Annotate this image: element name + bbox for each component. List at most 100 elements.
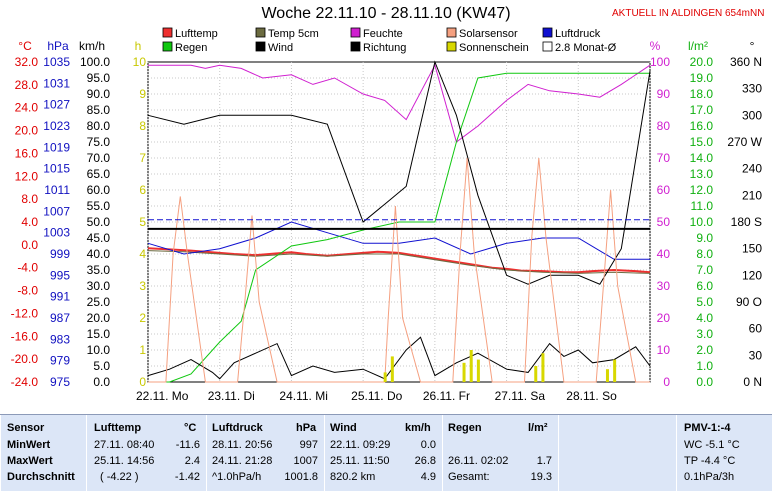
series-line-wind — [147, 336, 651, 380]
pmv-header: PMV-1:-4 — [684, 422, 731, 434]
axis-tick-humidity_pct: 40 — [657, 247, 671, 261]
legend-swatch — [255, 27, 266, 38]
axis-tick-temp_c: 28.0 — [15, 78, 39, 92]
luftdruck-min-value: 997 — [299, 439, 318, 451]
x-tick-label: 28.11. So — [566, 389, 617, 403]
axis-tick-pressure_hpa: 987 — [50, 311, 70, 325]
axis-tick-pressure_hpa: 991 — [50, 290, 70, 304]
axis-tick-temp_c: -20.0 — [11, 352, 39, 366]
regen-header: Regen — [448, 422, 482, 434]
lufttemp-avg-note: ( -4.22 ) — [100, 471, 139, 483]
axis-tick-wind_kmh: 55.0 — [87, 199, 111, 213]
axis-tick-direction_deg: 90 O — [736, 295, 762, 309]
axis-tick-wind_kmh: 75.0 — [87, 135, 111, 149]
legend-swatch — [255, 41, 266, 52]
axis-tick-pressure_hpa: 1035 — [43, 55, 70, 69]
axis-tick-temp_c: 16.0 — [15, 146, 39, 160]
x-tick-label: 22.11. Mo — [136, 389, 189, 403]
weather-chart: 32.028.024.020.016.012.08.04.00.0-4.0-8.… — [11, 27, 763, 403]
luftdruck-max-value: 1007 — [293, 455, 318, 467]
axis-tick-rain_lm2: 12.0 — [690, 183, 714, 197]
luftdruck-min-time: 28.11. 20:56 — [212, 439, 273, 451]
axis-tick-temp_c: -12.0 — [11, 306, 39, 320]
legend-swatch — [542, 27, 553, 38]
axis-tick-pressure_hpa: 1007 — [43, 204, 70, 218]
axis-tick-wind_kmh: 25.0 — [87, 295, 111, 309]
axis-tick-wind_kmh: 60.0 — [87, 183, 111, 197]
axis-tick-rain_lm2: 18.0 — [690, 87, 714, 101]
luftdruck-avg-value: 1001.8 — [284, 471, 318, 483]
axis-tick-temp_c: 12.0 — [15, 169, 39, 183]
x-tick-label: 24.11. Mi — [279, 389, 327, 403]
axis-tick-pressure_hpa: 979 — [50, 354, 70, 368]
axis-tick-wind_kmh: 5.0 — [93, 359, 110, 373]
axis-tick-temp_c: 8.0 — [21, 192, 38, 206]
axis-tick-wind_kmh: 85.0 — [87, 103, 111, 117]
axis-unit-humidity_pct: % — [650, 39, 661, 53]
axis-tick-pressure_hpa: 1015 — [43, 162, 70, 176]
regen-total-value: 19.3 — [530, 471, 552, 483]
x-tick-label: 23.11. Di — [208, 389, 255, 403]
axis-tick-rain_lm2: 14.0 — [690, 151, 714, 165]
axis-tick-pressure_hpa: 999 — [50, 247, 70, 261]
legend-swatch — [162, 27, 173, 38]
axis-tick-direction_deg: 270 W — [727, 135, 762, 149]
regen-total-label: Gesamt: — [448, 471, 490, 483]
axis-tick-rain_lm2: 6.0 — [696, 279, 713, 293]
axis-tick-rain_lm2: 17.0 — [690, 103, 714, 117]
axis-tick-pressure_hpa: 1031 — [43, 76, 70, 90]
x-tick-label: 25.11. Do — [351, 389, 402, 403]
wind-header: Wind — [330, 422, 357, 434]
luftdruck-max-time: 24.11. 21:28 — [212, 455, 273, 467]
axis-tick-humidity_pct: 10 — [657, 343, 671, 357]
axis-tick-sun_h: 4 — [139, 247, 146, 261]
lufttemp-unit: °C — [184, 422, 197, 434]
axis-tick-rain_lm2: 15.0 — [690, 135, 714, 149]
luftdruck-unit: hPa — [296, 422, 317, 434]
aktuell-link[interactable]: AKTUELL IN ALDINGEN 654mNN — [612, 8, 765, 19]
axis-tick-temp_c: 0.0 — [21, 238, 38, 252]
axis-tick-humidity_pct: 90 — [657, 87, 671, 101]
legend-label: Richtung — [363, 42, 406, 54]
axis-tick-direction_deg: 180 S — [731, 215, 762, 229]
axis-tick-wind_kmh: 95.0 — [87, 71, 111, 85]
wind-min-value: 0.0 — [420, 439, 436, 451]
axis-tick-direction_deg: 150 — [742, 242, 762, 256]
axis-tick-temp_c: -4.0 — [17, 261, 38, 275]
axis-tick-rain_lm2: 0.0 — [696, 375, 713, 389]
axis-tick-rain_lm2: 11.0 — [691, 199, 714, 213]
x-tick-label: 26.11. Fr — [423, 389, 470, 403]
axis-tick-rain_lm2: 8.0 — [696, 247, 713, 261]
axis-tick-rain_lm2: 5.0 — [696, 295, 713, 309]
regen-unit: l/m² — [528, 422, 548, 434]
series-line-regen — [148, 72, 650, 383]
axis-tick-pressure_hpa: 1027 — [43, 98, 70, 112]
sun-bar — [462, 362, 466, 382]
axis-tick-pressure_hpa: 1011 — [44, 183, 70, 197]
axis-tick-sun_h: 9 — [139, 87, 146, 101]
lufttemp-min-value: -11.6 — [175, 439, 200, 451]
sensor-avg-label: Durchschnitt — [7, 471, 75, 483]
axis-tick-humidity_pct: 50 — [657, 215, 671, 229]
wind-min-time: 22.11. 09:29 — [330, 439, 391, 451]
pmv-windchill: WC -5.1 °C — [684, 439, 740, 451]
axis-tick-direction_deg: 0 N — [743, 375, 762, 389]
wind-unit: km/h — [405, 422, 431, 434]
legend-swatch — [162, 41, 173, 52]
wind-max-time: 25.11. 11:50 — [330, 455, 390, 467]
luftdruck-trend: ^1.0hPa/h — [212, 471, 262, 483]
axis-unit-direction_deg: ° — [750, 39, 755, 53]
x-tick-label: 27.11. Sa — [495, 389, 546, 403]
axis-tick-sun_h: 3 — [139, 279, 146, 293]
axis-tick-direction_deg: 60 — [749, 322, 763, 336]
sun-bar — [605, 369, 609, 382]
axis-tick-direction_deg: 360 N — [730, 55, 762, 69]
axis-tick-humidity_pct: 0 — [663, 375, 670, 389]
axis-tick-pressure_hpa: 1019 — [43, 140, 70, 154]
wind-distance: 820.2 km — [330, 471, 376, 483]
axis-tick-wind_kmh: 10.0 — [87, 343, 111, 357]
axis-tick-humidity_pct: 70 — [657, 151, 671, 165]
axis-tick-sun_h: 10 — [133, 55, 147, 69]
luftdruck-header: Luftdruck — [212, 422, 263, 434]
axis-tick-pressure_hpa: 1003 — [43, 226, 70, 240]
